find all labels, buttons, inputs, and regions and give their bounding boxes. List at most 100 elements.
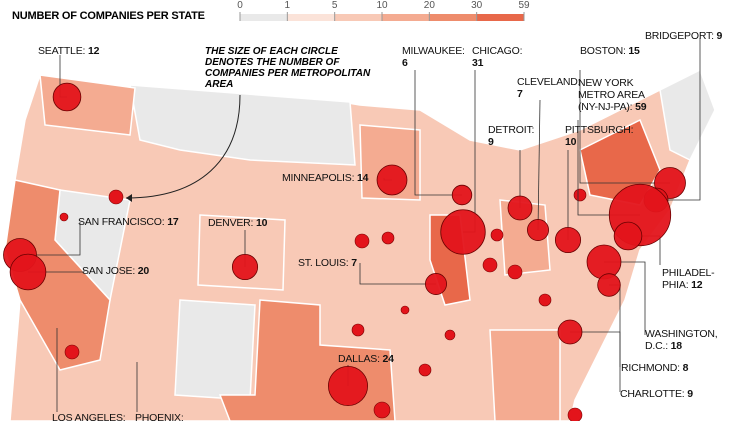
- city-name: MINNEAPOLIS:: [282, 172, 358, 184]
- annotation-arrow: [125, 94, 241, 199]
- legend-bar: [239, 12, 525, 21]
- city-bubble: [613, 221, 643, 251]
- city-bubble: [52, 82, 82, 112]
- city-bubble: [9, 253, 47, 291]
- minor-circle: [381, 231, 395, 245]
- minor-circle: [373, 401, 391, 419]
- city-label: SEATTLE: 12: [38, 45, 118, 57]
- city-label: BOSTON: 15: [580, 45, 640, 57]
- city-value: 8: [682, 362, 689, 374]
- leader-line: [579, 70, 670, 184]
- city-value: 7: [351, 257, 357, 269]
- legend-title: NUMBER OF COMPANIES PER STATE: [12, 10, 205, 22]
- minor-circle: [418, 363, 432, 377]
- leader-line: [28, 270, 85, 273]
- annotation: THE SIZE OF EACH CIRCLE DENOTES THE NUMB…: [205, 46, 371, 90]
- legend-swatch: [287, 14, 335, 21]
- state-southeast: [489, 329, 561, 421]
- legend-swatch: [429, 14, 477, 21]
- city-value: 10: [565, 136, 577, 148]
- city-value: 6: [402, 57, 408, 69]
- minor-circle: [351, 323, 365, 337]
- city-bubble: [425, 273, 447, 295]
- city-value: 14: [357, 172, 369, 184]
- leader-line: [20, 222, 81, 256]
- city-name: LOS ANGELES:: [52, 412, 126, 421]
- leader-line: [656, 38, 701, 201]
- legend-tick-label: 59: [518, 0, 530, 11]
- city-name: PITTSBURGH:: [565, 124, 634, 136]
- city-name: CLEVELAND:: [517, 76, 581, 88]
- city-bubble: [328, 366, 368, 406]
- city-name: PHILADEL-PHIA:: [662, 267, 715, 291]
- minor-circle: [400, 305, 410, 315]
- legend-swatch: [334, 14, 382, 21]
- state-grey-ne: [659, 68, 716, 162]
- city-value: 18: [670, 340, 682, 352]
- leader-line: [414, 70, 462, 196]
- city-label: BRIDGEPORT: 9: [645, 30, 725, 42]
- city-bubble: [586, 244, 622, 280]
- city-name: CHARLOTTE:: [620, 388, 688, 400]
- city-value: 24: [382, 353, 394, 365]
- city-label: NEW YORK METRO AREA (NY-NJ-PA): 59: [578, 77, 658, 113]
- city-name: RICHMOND:: [621, 362, 683, 374]
- bubbles: [3, 82, 686, 406]
- minor-circle: [108, 189, 124, 205]
- city-value: 9: [488, 136, 494, 148]
- minor-circle: [59, 212, 69, 222]
- city-label: PHOENIX:: [135, 412, 215, 421]
- state-grey-mid: [174, 299, 256, 401]
- city-label: CHICAGO: 31: [472, 45, 532, 69]
- city-name: DALLAS:: [338, 353, 383, 365]
- city-label: ST. LOUIS: 7: [298, 257, 388, 269]
- legend-swatch: [476, 14, 524, 21]
- state-grey-north: [129, 84, 356, 166]
- city-bubble: [527, 219, 549, 241]
- city-label: SAN FRANCISCO: 17: [78, 216, 188, 228]
- minor-circle: [573, 188, 587, 202]
- city-label: DALLAS: 24: [338, 353, 418, 365]
- minor-circle: [444, 329, 456, 341]
- city-bubble: [597, 273, 621, 297]
- city-value: 10: [256, 217, 268, 229]
- minor-circle: [567, 407, 583, 421]
- city-label: LOS ANGELES:: [52, 412, 132, 421]
- city-name: WASHINGTON, D.C.:: [645, 328, 718, 352]
- city-name: DETROIT:: [488, 124, 535, 136]
- city-value: 9: [716, 30, 723, 42]
- city-value: 15: [628, 45, 640, 57]
- minor-circle: [482, 257, 498, 273]
- legend-tick-label: 1: [284, 0, 291, 11]
- minor-circle: [490, 228, 504, 242]
- city-label: WASHINGTON, D.C.: 18: [645, 328, 725, 352]
- city-name: PHOENIX:: [135, 412, 184, 421]
- city-label: MINNEAPOLIS: 14: [282, 172, 392, 184]
- city-label: PITTSBURGH: 10: [565, 124, 635, 148]
- legend-swatch: [382, 14, 430, 21]
- legend-tick-label: 10: [376, 0, 388, 11]
- city-label: CLEVELAND: 7: [517, 76, 581, 100]
- city-value: 12: [691, 279, 703, 291]
- city-name: MILWAUKEE:: [402, 45, 465, 57]
- city-name: SEATTLE:: [38, 45, 88, 57]
- city-bubble: [557, 319, 583, 345]
- city-value: 12: [87, 45, 100, 57]
- city-value: 31: [472, 57, 484, 69]
- arrow-head: [126, 194, 132, 202]
- city-value: 20: [137, 265, 150, 277]
- leader-line: [570, 331, 621, 392]
- city-value: 59: [635, 101, 647, 113]
- city-label: SAN JOSE: 20: [82, 265, 182, 277]
- minor-circles: [59, 188, 587, 421]
- minor-circle: [354, 233, 370, 249]
- city-bubble: [554, 226, 582, 254]
- city-bubble: [231, 253, 259, 281]
- city-name: DENVER:: [208, 217, 256, 229]
- leader-line: [537, 99, 541, 231]
- city-name: BOSTON:: [580, 45, 629, 57]
- city-name: SAN JOSE:: [82, 265, 138, 277]
- city-name: SAN FRANCISCO:: [78, 216, 168, 228]
